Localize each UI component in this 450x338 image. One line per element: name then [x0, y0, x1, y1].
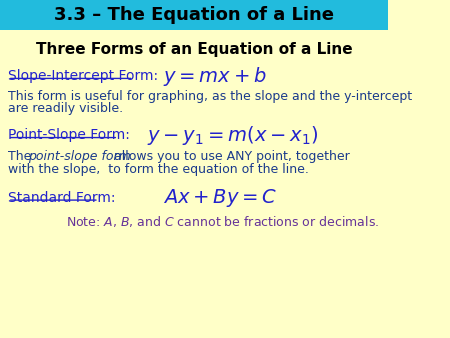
- Text: Three Forms of an Equation of a Line: Three Forms of an Equation of a Line: [36, 42, 352, 56]
- Text: are readily visible.: are readily visible.: [8, 102, 123, 115]
- Text: $Ax + By = C$: $Ax + By = C$: [163, 187, 277, 209]
- Text: Standard Form:: Standard Form:: [8, 191, 115, 205]
- Text: $y - y_1 = m(x - x_{1})$: $y - y_1 = m(x - x_{1})$: [147, 124, 319, 147]
- Text: Slope-Intercept Form:: Slope-Intercept Form:: [8, 69, 158, 83]
- Text: This form is useful for graphing, as the slope and the y-intercept: This form is useful for graphing, as the…: [8, 90, 412, 103]
- Text: Note: $\mathit{A}$, $\mathit{B}$, and $\mathit{C}$ cannot be fractions or decima: Note: $\mathit{A}$, $\mathit{B}$, and $\…: [66, 214, 379, 229]
- Text: allows you to use ANY point, together: allows you to use ANY point, together: [111, 150, 350, 163]
- FancyBboxPatch shape: [0, 0, 387, 30]
- Text: The: The: [8, 150, 35, 163]
- Text: 3.3 – The Equation of a Line: 3.3 – The Equation of a Line: [54, 6, 334, 24]
- Text: point-slope form: point-slope form: [28, 150, 131, 163]
- Text: $y = mx + b$: $y = mx + b$: [163, 65, 267, 88]
- Text: with the slope,  to form the equation of the line.: with the slope, to form the equation of …: [8, 163, 309, 175]
- Text: Point-Slope Form:: Point-Slope Form:: [8, 128, 130, 142]
